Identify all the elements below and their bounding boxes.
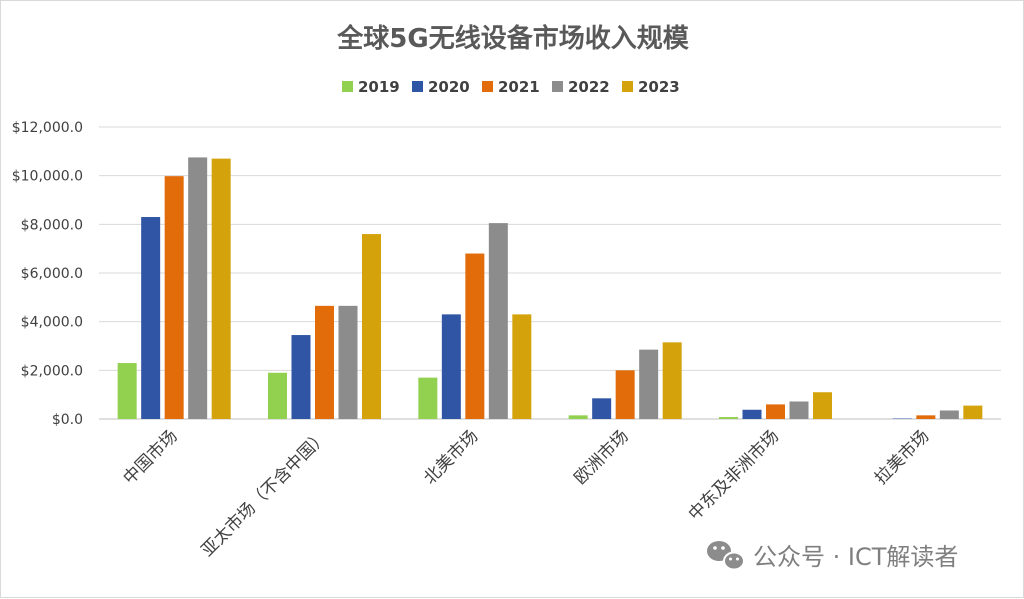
- legend-label: 2019: [358, 78, 400, 96]
- watermark-text: 公众号 · ICT解读者: [753, 543, 958, 571]
- legend-label: 2022: [568, 78, 610, 96]
- bar-2023-4: [813, 392, 832, 419]
- grid: [99, 127, 1001, 419]
- x-tick-label: 亚太市场（不含中国）: [198, 426, 332, 560]
- bar-2021-0: [165, 176, 184, 419]
- bar-2019-4: [719, 417, 738, 419]
- bar-2020-3: [592, 398, 611, 419]
- y-tick-label: $0.0: [52, 412, 83, 428]
- bar-2020-4: [743, 410, 762, 419]
- watermark: 公众号 · ICT解读者: [707, 541, 958, 571]
- bar-2022-5: [940, 410, 959, 419]
- bar-2021-5: [916, 415, 935, 419]
- bar-2023-0: [212, 159, 231, 419]
- bar-2023-3: [663, 342, 682, 419]
- bar-2023-1: [362, 234, 381, 419]
- bar-2023-2: [512, 314, 531, 419]
- x-tick-label: 拉美市场: [871, 426, 933, 488]
- bars: [118, 157, 983, 419]
- bar-2022-3: [639, 350, 658, 419]
- bar-2020-2: [442, 314, 461, 419]
- bar-2021-3: [616, 370, 635, 419]
- legend-label: 2020: [428, 78, 470, 96]
- bar-2021-1: [315, 306, 334, 419]
- bar-2019-2: [418, 378, 437, 419]
- y-tick-label: $4,000.0: [21, 315, 83, 331]
- y-tick-label: $8,000.0: [21, 217, 83, 233]
- legend-swatch-2019: [342, 81, 353, 92]
- bar-2022-0: [188, 157, 207, 419]
- legend-swatch-2023: [622, 81, 633, 92]
- bar-2021-4: [766, 404, 785, 419]
- legend-label: 2023: [638, 78, 680, 96]
- bar-2020-0: [141, 217, 160, 419]
- x-tick-label: 中国市场: [119, 426, 181, 488]
- x-tick-label: 欧洲市场: [570, 426, 632, 488]
- bar-2023-5: [963, 406, 982, 419]
- bar-2022-2: [489, 223, 508, 419]
- legend-swatch-2020: [412, 81, 423, 92]
- y-tick-label: $2,000.0: [21, 363, 83, 379]
- wechat-icon: [707, 541, 744, 570]
- bar-2019-0: [118, 363, 137, 419]
- y-tick-label: $10,000.0: [12, 169, 83, 185]
- legend-swatch-2021: [482, 81, 493, 92]
- x-tick-label: 中东及非洲市场: [685, 426, 783, 524]
- legend-swatch-2022: [552, 81, 563, 92]
- bar-2021-2: [465, 254, 484, 419]
- y-tick-label: $12,000.0: [12, 120, 83, 136]
- bar-2020-1: [292, 335, 311, 419]
- chart-title: 全球5G无线设备市场收入规模: [336, 23, 689, 54]
- legend: 2019 2020 2021 2022 2023: [342, 78, 680, 96]
- y-tick-label: $6,000.0: [21, 266, 83, 282]
- bar-2019-1: [268, 373, 287, 419]
- bar-2022-1: [339, 306, 358, 419]
- x-tick-label: 北美市场: [420, 426, 482, 488]
- y-axis-labels: $0.0 $2,000.0 $4,000.0 $6,000.0 $8,000.0 $10,…: [12, 120, 83, 428]
- legend-label: 2021: [498, 78, 540, 96]
- bar-2019-3: [569, 415, 588, 419]
- bar-2022-4: [790, 401, 809, 419]
- x-axis-labels: 中国市场亚太市场（不含中国） 北美市场 欧洲市场中东及非洲市场 拉美市场: [119, 426, 933, 560]
